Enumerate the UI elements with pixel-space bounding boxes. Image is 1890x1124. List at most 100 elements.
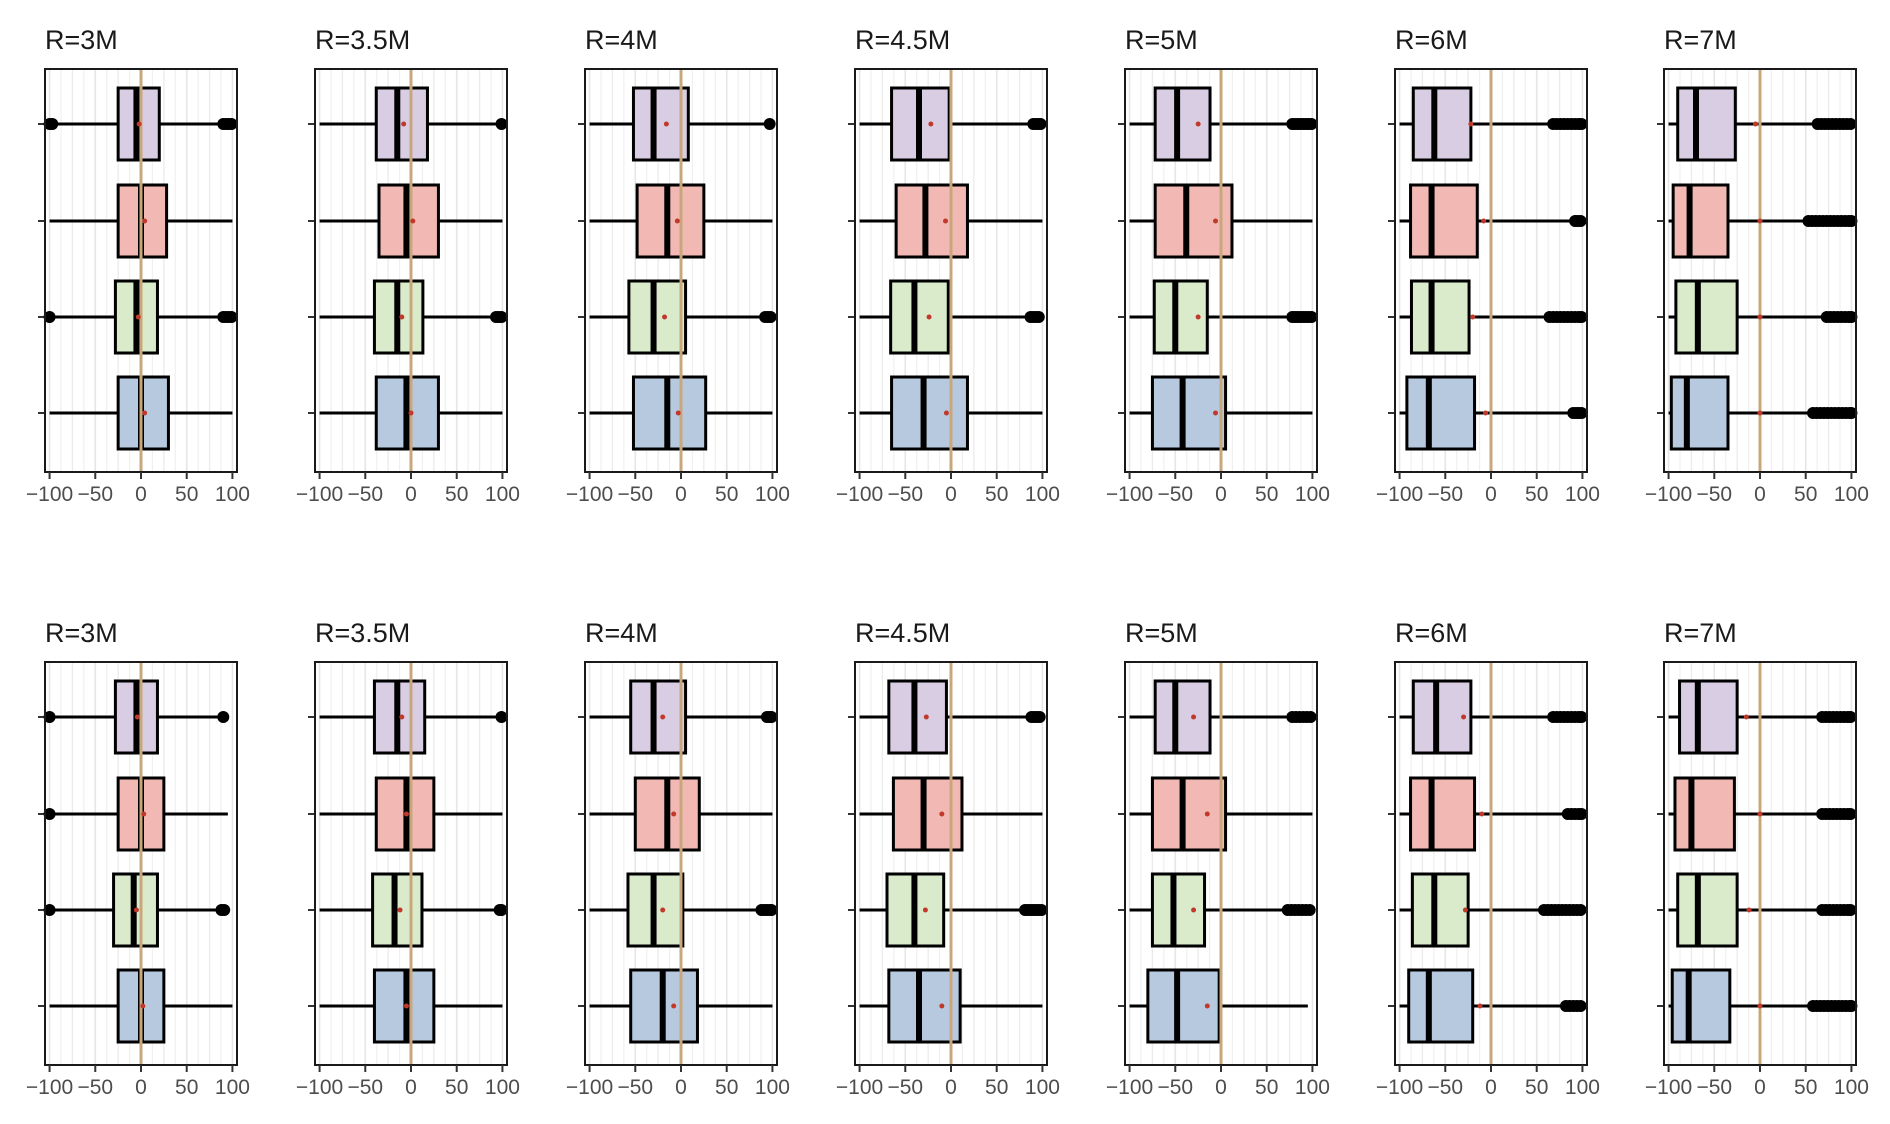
outlier-point bbox=[43, 904, 56, 916]
x-tick-label: −50 bbox=[887, 1076, 923, 1099]
mean-point bbox=[926, 314, 932, 320]
x-tick-label: 0 bbox=[1485, 483, 1497, 506]
mean-point bbox=[939, 811, 945, 817]
box-iqr bbox=[1410, 872, 1470, 948]
box-iqr bbox=[890, 375, 969, 451]
outlier-point bbox=[43, 808, 56, 820]
mean-point bbox=[1191, 907, 1197, 913]
box-iqr bbox=[887, 679, 948, 755]
outlier-point bbox=[1575, 407, 1588, 419]
mean-point bbox=[1757, 1003, 1763, 1009]
box-iqr bbox=[1407, 968, 1475, 1044]
box-1 bbox=[1118, 679, 1317, 755]
mean-point bbox=[399, 714, 405, 720]
x-tick-label: −100 bbox=[1106, 483, 1153, 506]
box-iqr bbox=[1676, 872, 1739, 948]
x-tick-label: 0 bbox=[1754, 483, 1766, 506]
mean-point bbox=[135, 314, 141, 320]
x-tick-label: 50 bbox=[175, 1076, 198, 1099]
x-tick-label: 0 bbox=[405, 483, 417, 506]
x-tick-label: −50 bbox=[1157, 1076, 1193, 1099]
outlier-point bbox=[225, 311, 238, 323]
box-iqr bbox=[631, 86, 690, 162]
box-3 bbox=[848, 872, 1048, 948]
panel-title: R=7M bbox=[1664, 25, 1737, 55]
x-tick-label: 100 bbox=[1565, 1076, 1600, 1099]
outlier-point bbox=[765, 711, 778, 723]
outlier-point bbox=[43, 311, 56, 323]
outlier-point bbox=[763, 118, 776, 130]
mean-point bbox=[939, 1003, 945, 1009]
outlier-point bbox=[495, 311, 508, 323]
box-1 bbox=[578, 679, 778, 755]
box-iqr bbox=[1678, 679, 1739, 755]
box-iqr bbox=[1676, 86, 1737, 162]
mean-point bbox=[1470, 314, 1476, 320]
panel-2-4: R=4.5M −100 −50 0 50 100 bbox=[836, 618, 1060, 1099]
x-tick-label: 50 bbox=[985, 1076, 1008, 1099]
panel-title: R=6M bbox=[1395, 618, 1468, 648]
box-3 bbox=[1657, 279, 1858, 355]
outlier-point bbox=[1844, 808, 1857, 820]
outlier-point bbox=[1035, 904, 1048, 916]
box-iqr bbox=[894, 183, 969, 259]
mean-point bbox=[1213, 410, 1219, 416]
outlier-point bbox=[1575, 118, 1588, 130]
outlier-point bbox=[1845, 215, 1858, 227]
mean-point bbox=[923, 714, 929, 720]
x-tick-label: 0 bbox=[945, 483, 957, 506]
mean-point bbox=[141, 811, 147, 817]
panel-2-7: R=7M −100 −50 0 50 100 bbox=[1645, 618, 1869, 1099]
mean-point bbox=[922, 907, 928, 913]
box-2 bbox=[848, 183, 1043, 259]
panel-title: R=3.5M bbox=[315, 25, 410, 55]
box-4 bbox=[1657, 968, 1858, 1044]
x-tick-label: 50 bbox=[1794, 483, 1817, 506]
x-tick-label: 50 bbox=[1794, 1076, 1817, 1099]
mean-point bbox=[1195, 121, 1201, 127]
x-tick-label: −50 bbox=[347, 483, 383, 506]
box-iqr bbox=[629, 679, 688, 755]
x-tick-label: 100 bbox=[1834, 483, 1869, 506]
mean-point bbox=[1743, 714, 1749, 720]
mean-point bbox=[674, 218, 680, 224]
x-tick-label: 50 bbox=[1525, 483, 1548, 506]
box-2 bbox=[578, 183, 773, 259]
x-tick-label: 100 bbox=[1295, 1076, 1330, 1099]
box-2 bbox=[1388, 183, 1587, 259]
mean-point bbox=[671, 1003, 677, 1009]
mean-point bbox=[1195, 314, 1201, 320]
box-3 bbox=[578, 279, 777, 355]
x-tick-label: −50 bbox=[1427, 483, 1463, 506]
box-3 bbox=[308, 279, 508, 355]
box-2 bbox=[1388, 776, 1588, 852]
mean-point bbox=[1479, 811, 1485, 817]
box-4 bbox=[1388, 968, 1587, 1044]
box-2 bbox=[308, 183, 503, 259]
x-tick-label: 100 bbox=[215, 483, 250, 506]
x-tick-label: −100 bbox=[1376, 1076, 1423, 1099]
mean-point bbox=[1483, 410, 1489, 416]
mean-point bbox=[943, 218, 949, 224]
outlier-point bbox=[1304, 711, 1317, 723]
mean-point bbox=[1757, 218, 1763, 224]
x-tick-label: −50 bbox=[617, 1076, 653, 1099]
outlier-point bbox=[1575, 808, 1588, 820]
box-iqr bbox=[1674, 279, 1739, 355]
mean-point bbox=[1477, 1003, 1483, 1009]
mean-point bbox=[943, 410, 949, 416]
x-tick-label: 100 bbox=[1025, 1076, 1060, 1099]
x-tick-label: −100 bbox=[1106, 1076, 1153, 1099]
box-1 bbox=[1388, 86, 1588, 162]
mean-point bbox=[399, 314, 405, 320]
mean-point bbox=[1461, 714, 1467, 720]
mean-point bbox=[1468, 121, 1474, 127]
panel-title: R=4M bbox=[585, 618, 658, 648]
panel-1-3: R=4M −100 −50 0 50 100 bbox=[566, 25, 790, 506]
x-tick-label: −50 bbox=[617, 483, 653, 506]
outlier-point bbox=[218, 904, 231, 916]
outlier-point bbox=[495, 118, 508, 130]
box-iqr bbox=[1669, 375, 1730, 451]
outlier-point bbox=[1574, 215, 1587, 227]
mean-point bbox=[1752, 121, 1758, 127]
